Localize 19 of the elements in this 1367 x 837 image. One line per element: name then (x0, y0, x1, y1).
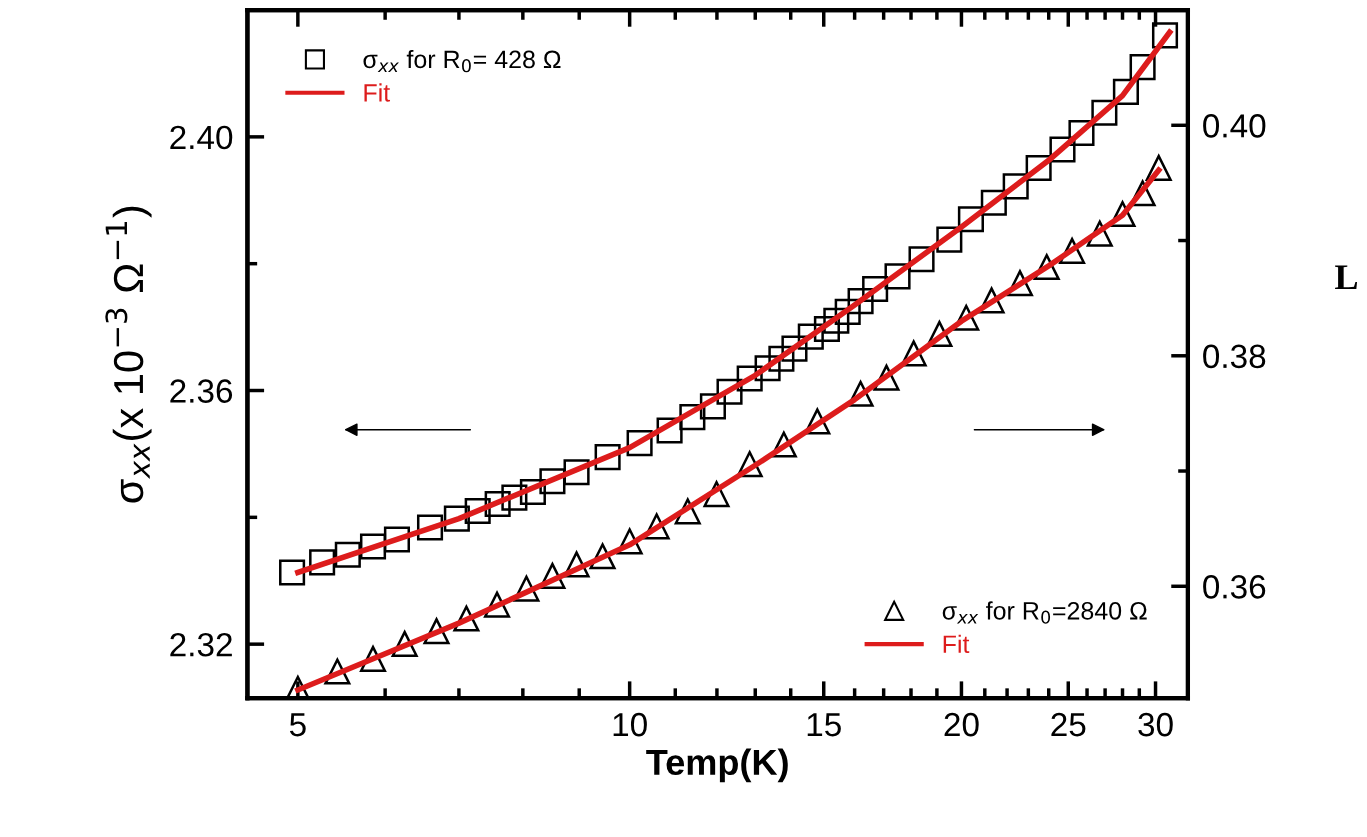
y2-tick-label: 0.36 (1203, 575, 1266, 599)
y-tick-label: 2.40 (170, 125, 233, 150)
x-tick-label: 25 (1051, 712, 1086, 737)
legend-label: Fit (364, 83, 391, 102)
y2-tick-label: 0.38 (1203, 344, 1266, 369)
y-axis-title: σ$_{xx}$(x 10$^{−3}$ Ω$^{−1}$) (105, 206, 152, 503)
x-tick-label: 5 (289, 713, 306, 737)
y-tick-label: 2.32 (170, 632, 232, 657)
y2-tick-label: 0.40 (1203, 114, 1266, 138)
legend-label: σ$_{xx}$ for R$_{0}$=2840 Ω (942, 601, 1147, 624)
text: L (1335, 265, 1358, 290)
y-tick-label: 2.36 (170, 379, 233, 403)
x-tick-label: 20 (944, 712, 979, 737)
x-tick-label: 15 (807, 713, 841, 737)
x-tick-label: 30 (1138, 712, 1173, 737)
x-tick-label: 10 (613, 712, 647, 737)
x-axis-title: Temp(K) (646, 748, 788, 783)
legend-label: σ$_{xx}$ for R$_{0}$= 428 Ω (363, 49, 561, 73)
legend-label: Fit (943, 634, 970, 654)
